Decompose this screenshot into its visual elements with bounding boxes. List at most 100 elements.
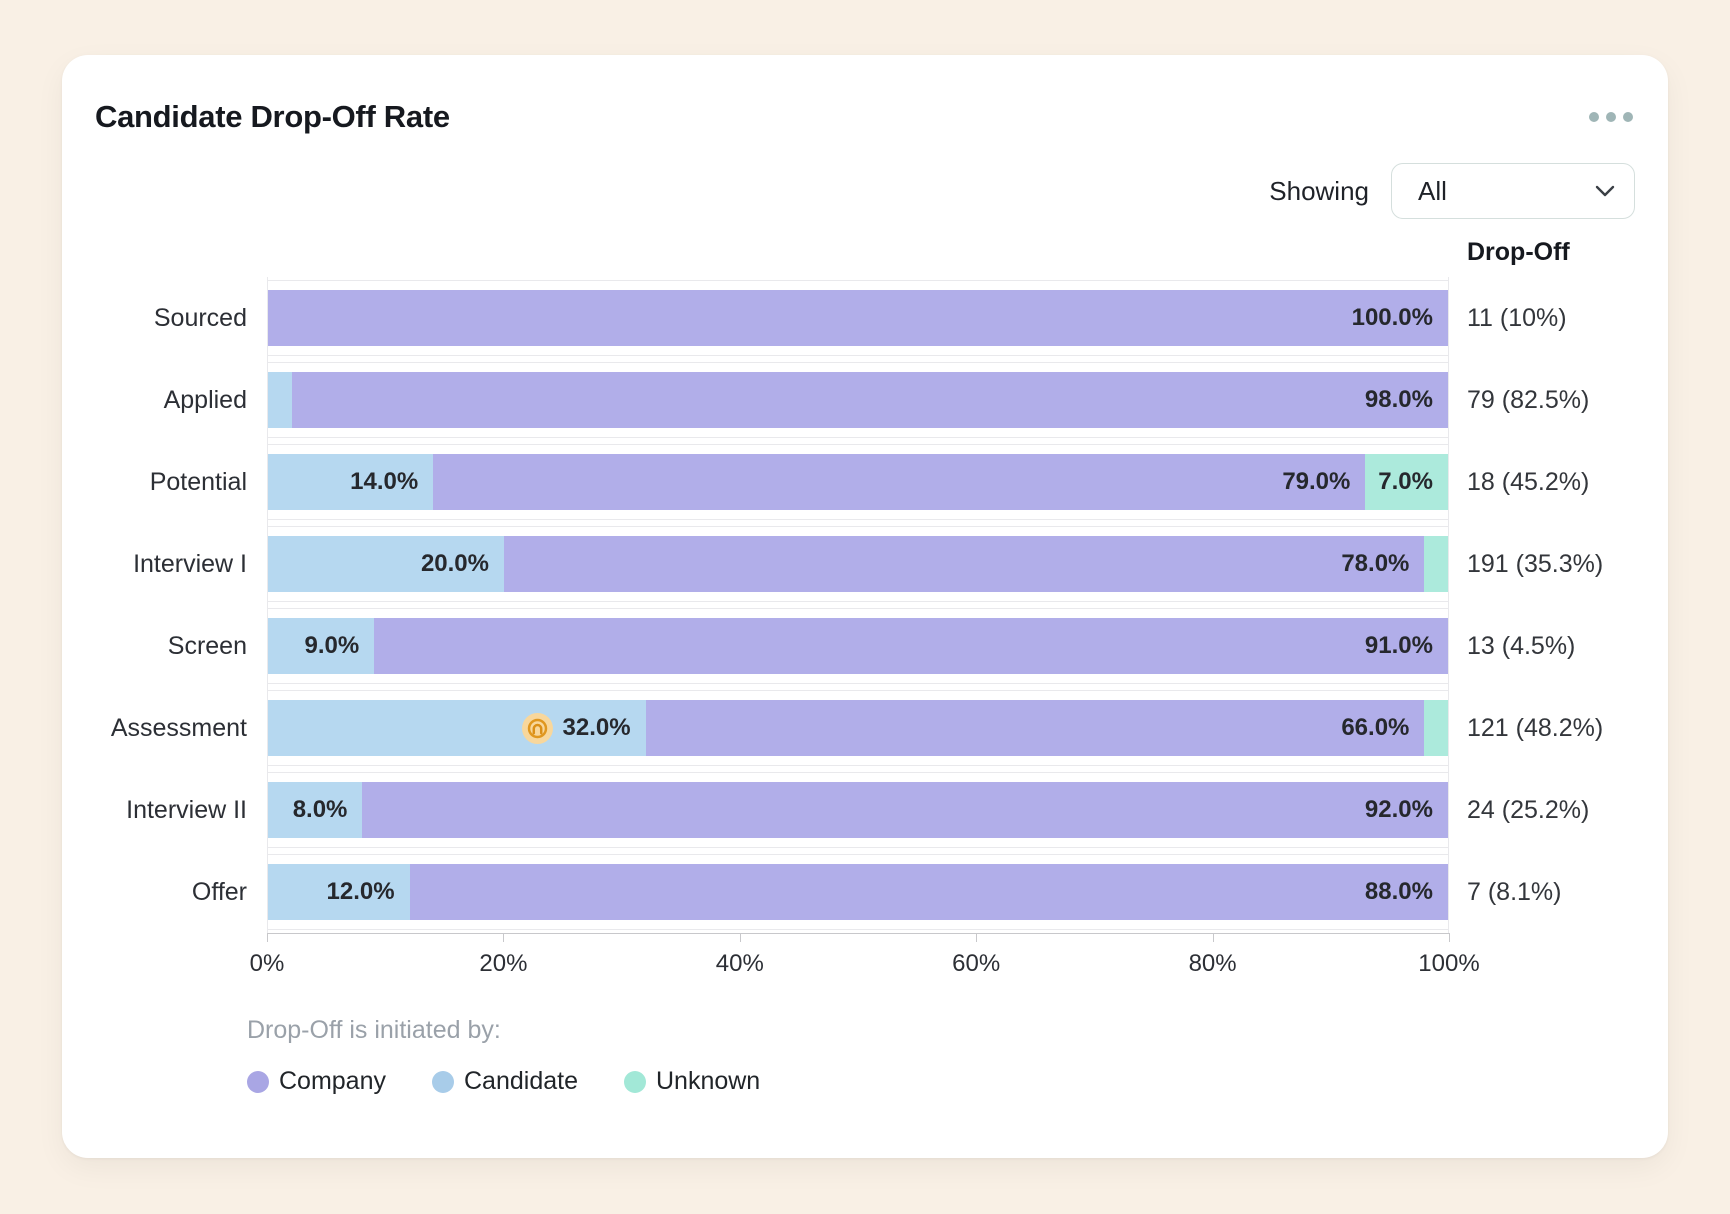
bar-segment-company: 91.0% (374, 618, 1448, 674)
dropoff-value: 11 (10%) (1467, 303, 1567, 332)
bar-segment-company: 100.0% (268, 290, 1448, 346)
category-label: Sourced (153, 303, 247, 332)
dropoff-value: 18 (45.2%) (1467, 467, 1590, 496)
axis-tick-mark (1212, 933, 1214, 942)
chart-controls: Showing All (95, 163, 1635, 219)
bar-segment-label: 66.0% (1341, 714, 1410, 741)
bar-segment-candidate: 14.0% (268, 454, 434, 510)
dropoff-chart: Drop-Off Sourced 100.0% 11 (10%) Applied 98.… (95, 233, 1635, 990)
legend-swatch (623, 1070, 646, 1093)
legend-swatch (432, 1070, 454, 1093)
axis-tick-label: 100% (1418, 950, 1480, 977)
axis-tick-label: 60% (952, 950, 1001, 977)
bar-segment-label: 91.0% (1364, 632, 1433, 659)
bar-segment-company: 88.0% (409, 864, 1448, 920)
axis-tick-mark (1449, 933, 1450, 942)
bar-segment-company: 92.0% (362, 782, 1448, 838)
showing-label: Showing (1269, 175, 1369, 206)
category-label: Interview II (126, 795, 247, 824)
dropoff-card: Candidate Drop-Off Rate Showing All Drop… (62, 55, 1668, 1158)
bar-row: 32.0% 66.0% (267, 687, 1449, 769)
bar-row: 100.0% (267, 277, 1449, 359)
bar-segment-label: 92.0% (1364, 796, 1433, 823)
bar-segment-label: 88.0% (1364, 878, 1433, 905)
bar-row: 98.0% (267, 359, 1449, 441)
bar-segment-label: 32.0% (521, 712, 646, 744)
axis-tick-mark (267, 933, 268, 942)
bar-segment-unknown: 7.0% (1365, 454, 1448, 510)
bar-segment-candidate: 8.0% (268, 782, 363, 838)
filter-dropdown-value: All (1418, 175, 1447, 206)
filter-dropdown[interactable]: All (1391, 163, 1635, 219)
axis-tick-mark (976, 933, 978, 942)
target-icon[interactable] (521, 712, 553, 744)
bar-segment-label: 14.0% (350, 468, 419, 495)
dropoff-value: 191 (35.3%) (1467, 549, 1604, 578)
page-title: Candidate Drop-Off Rate (95, 99, 450, 134)
category-label: Applied (163, 385, 247, 414)
bar-segment-label: 100.0% (1351, 304, 1433, 331)
dropoff-column-header: Drop-Off (1467, 238, 1570, 266)
dropoff-value: 24 (25.2%) (1467, 795, 1590, 824)
dropoff-value: 7 (8.1%) (1467, 877, 1562, 906)
axis-tick-label: 80% (1188, 950, 1237, 977)
bar-segment-label: 79.0% (1282, 468, 1351, 495)
axis-tick-label: 20% (479, 950, 528, 977)
spacer (267, 233, 1449, 277)
bar-segment-label: 9.0% (304, 632, 360, 659)
legend-label: Company (279, 1067, 386, 1095)
bar-segment-label: 7.0% (1378, 468, 1433, 495)
bar-segment-candidate (268, 372, 292, 428)
chevron-down-icon (1595, 185, 1615, 197)
x-axis: 0% 20% 40% 60% 80% 100% (250, 933, 1480, 990)
legend-items: Company Candidate Unknown (247, 1067, 1635, 1096)
legend-item-candidate: Candidate (432, 1067, 578, 1096)
category-label: Potential (149, 467, 247, 496)
bar-segment-company: 79.0% (433, 454, 1366, 510)
bar-segment-label: 8.0% (292, 796, 348, 823)
card-header: Candidate Drop-Off Rate (95, 93, 1635, 141)
bar-row: 14.0% 79.0% 7.0% (267, 441, 1449, 523)
ellipsis-dot (1623, 112, 1633, 122)
ellipsis-dot (1606, 112, 1616, 122)
dropoff-value: 79 (82.5%) (1467, 385, 1590, 414)
bar-segment-company: 78.0% (504, 536, 1425, 592)
axis-tick-mark (739, 933, 741, 942)
bar-segment-candidate: 32.0% (268, 700, 646, 756)
bar-segment-candidate: 12.0% (268, 864, 410, 920)
bar-segment-label: 20.0% (420, 550, 489, 577)
legend-item-company: Company (247, 1067, 386, 1096)
bar-segment-company: 98.0% (291, 372, 1448, 428)
category-label: Screen (167, 631, 247, 660)
bar-segment-label: 12.0% (326, 878, 395, 905)
category-label: Offer (191, 877, 247, 906)
category-label: Assessment (110, 713, 247, 742)
legend: Drop-Off is initiated by: Company Candida… (247, 1016, 1635, 1096)
spacer (95, 233, 267, 277)
bar-row: 9.0% 91.0% (267, 605, 1449, 687)
axis-tick-label: 40% (715, 950, 764, 977)
bar-row: 20.0% 78.0% (267, 523, 1449, 605)
spacer (95, 933, 267, 990)
bar-row: 12.0% 88.0% (267, 851, 1449, 933)
legend-label: Candidate (464, 1067, 578, 1095)
bar-segment-candidate: 9.0% (268, 618, 375, 674)
ellipsis-icon[interactable] (1587, 106, 1635, 128)
legend-label: Unknown (655, 1067, 761, 1095)
bar-segment-company: 66.0% (645, 700, 1425, 756)
bar-segment-unknown (1424, 536, 1448, 592)
legend-swatch (247, 1070, 269, 1093)
category-label: Interview I (133, 549, 247, 578)
bar-segment-unknown (1424, 700, 1448, 756)
legend-caption: Drop-Off is initiated by: (247, 1016, 501, 1044)
bar-segment-label: 98.0% (1364, 386, 1433, 413)
legend-item-unknown: Unknown (623, 1067, 761, 1096)
bar-row: 8.0% 92.0% (267, 769, 1449, 851)
axis-tick-mark (503, 933, 505, 942)
ellipsis-dot (1589, 112, 1599, 122)
bar-segment-label: 78.0% (1341, 550, 1410, 577)
axis-tick-label: 0% (249, 950, 285, 977)
dropoff-value: 121 (48.2%) (1467, 713, 1604, 742)
bar-segment-candidate: 20.0% (268, 536, 504, 592)
dropoff-value: 13 (4.5%) (1467, 631, 1576, 660)
